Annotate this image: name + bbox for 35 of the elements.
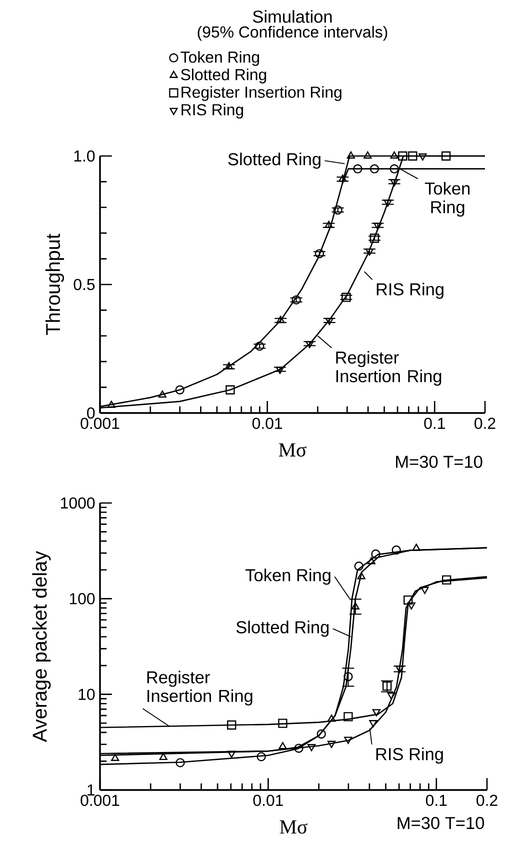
x-tick-label: 0.2	[476, 794, 498, 806]
annotation: Register Insertion Ring	[147, 670, 252, 706]
text: M=30 T=10	[398, 816, 484, 830]
x-tick-label: 0.001	[80, 794, 120, 806]
legend-label: RIS Ring	[182, 104, 244, 119]
x-tick-label: 0.2	[474, 418, 496, 429]
text: M=30 T=10	[396, 456, 482, 468]
x-axis-title: Mσ	[278, 443, 306, 457]
y-tick-label: 0	[87, 407, 95, 419]
annotation: Register Insertion Ring	[336, 351, 442, 386]
y-tick-label: 0.5	[74, 278, 95, 290]
annotation: Token Ring	[246, 568, 330, 585]
annotation: RIS Ring	[376, 748, 443, 764]
chart-title: Simulation	[252, 10, 332, 23]
x-tick-label: 0.01	[253, 794, 283, 806]
y-tick-label: 1	[88, 784, 95, 796]
x-tick-label: 0.001	[80, 418, 120, 429]
y-tick-label: 10	[78, 688, 95, 700]
annotation: RIS Ring	[376, 282, 444, 299]
annotation: Token Ring	[424, 182, 470, 217]
y-tick-label: 1.0	[74, 150, 95, 162]
chart-subtitle: (95% Confidence intervals)	[198, 26, 388, 41]
legend-label: Slotted Ring	[181, 68, 266, 84]
x-tick-label: 0.01	[252, 418, 282, 429]
annotation: Slotted Ring	[228, 152, 320, 169]
y-tick-label: 100	[70, 593, 95, 604]
y-axis-title: Throughput	[45, 234, 64, 336]
legend-label: Register Insertion Ring	[182, 86, 342, 101]
x-tick-label: 0.1	[426, 794, 447, 806]
y-tick-label: 1000	[61, 497, 95, 509]
x-tick-label: 0.1	[424, 418, 445, 429]
y-axis-title: Average packet delay	[32, 550, 51, 742]
x-axis-title: Mσ	[280, 820, 308, 834]
legend-label: Token Ring	[180, 51, 260, 66]
annotation: Slotted Ring	[236, 620, 329, 637]
